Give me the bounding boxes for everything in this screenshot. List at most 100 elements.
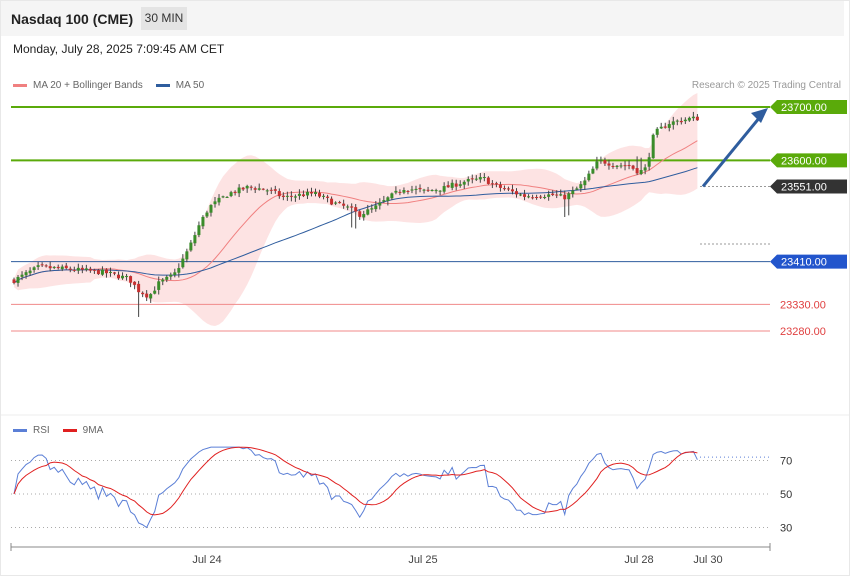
- candle-body: [366, 209, 370, 215]
- candle-body: [104, 269, 108, 274]
- candle-body: [559, 194, 563, 196]
- candle-body: [309, 191, 313, 194]
- candle-body: [535, 197, 539, 199]
- legend-swatch-9ma: [62, 429, 77, 432]
- candle-body: [185, 251, 189, 260]
- candle-body: [133, 281, 137, 285]
- candle-body: [72, 269, 76, 271]
- candle-body: [293, 196, 297, 198]
- candle-body: [615, 165, 619, 167]
- candle-body: [241, 187, 245, 190]
- candle-body: [470, 178, 474, 180]
- candle-body: [527, 196, 531, 198]
- candle-body: [671, 121, 675, 125]
- candle-body: [647, 157, 651, 167]
- candle-body: [579, 184, 583, 189]
- level-tag-2: [770, 179, 847, 194]
- candle-body: [623, 165, 627, 167]
- candle-body: [506, 188, 510, 190]
- level-tag-1: [770, 153, 847, 168]
- candle-body: [145, 293, 149, 298]
- candle-body: [426, 189, 430, 191]
- candle-body: [687, 117, 691, 121]
- candle-body: [386, 197, 390, 201]
- legend-label-ma20: MA 20 + Bollinger Bands: [33, 80, 143, 91]
- candle-body: [96, 270, 100, 275]
- level-label-3: 23410.00: [781, 257, 827, 269]
- candle-body: [153, 290, 157, 294]
- candle-body: [691, 116, 695, 119]
- chart-title: Nasdaq 100 (CME): [11, 11, 134, 27]
- candle-body: [285, 195, 289, 197]
- candle-body: [655, 128, 659, 135]
- price-legend: MA 20 + Bollinger Bands MA 50: [13, 80, 204, 91]
- candle-body: [257, 188, 261, 190]
- projection-arrow-head: [751, 108, 768, 123]
- level-label-5: 23280.00: [780, 326, 826, 338]
- candle-body: [88, 268, 92, 271]
- candle-body: [502, 188, 506, 190]
- candle-body: [446, 185, 450, 188]
- x-tick-label-3: Jul 30: [693, 554, 722, 566]
- candle-body: [314, 192, 317, 194]
- candle-body: [80, 267, 84, 270]
- candle-body: [189, 242, 193, 251]
- candle-body: [551, 193, 555, 196]
- candle-body: [627, 165, 631, 167]
- candle-body: [318, 192, 322, 197]
- candle-body: [438, 190, 442, 192]
- candle-body: [547, 194, 551, 197]
- candle-body: [571, 190, 575, 195]
- rsi-tick-label-0: 70: [780, 456, 792, 468]
- candle-body: [643, 167, 647, 171]
- candle-body: [237, 187, 241, 194]
- candle-body: [434, 190, 438, 192]
- candle-body: [265, 190, 269, 192]
- candle-body: [474, 178, 478, 180]
- candle-body: [382, 200, 386, 202]
- legend-swatch-ma20: [13, 84, 27, 87]
- candle-body: [663, 126, 667, 128]
- candle-body: [273, 189, 277, 191]
- candle-body: [32, 267, 36, 271]
- candle-body: [410, 189, 414, 191]
- candle-body: [44, 265, 48, 267]
- chart-header: Nasdaq 100 (CME) 30 MIN: [0, 0, 844, 36]
- candle-body: [555, 194, 559, 196]
- candle-body: [515, 191, 518, 195]
- candle-body: [48, 266, 52, 269]
- candle-body: [229, 192, 233, 197]
- level-label-1: 23600.00: [781, 155, 827, 167]
- candle-body: [84, 268, 88, 270]
- candle-body: [591, 168, 595, 174]
- candle-body: [233, 191, 237, 194]
- candle-body: [129, 276, 133, 283]
- legend-label-rsi: RSI: [33, 425, 50, 436]
- candle-body: [100, 269, 104, 275]
- candle-body: [418, 187, 422, 190]
- candle-body: [539, 196, 543, 198]
- candle-body: [695, 116, 699, 121]
- candle-body: [205, 212, 209, 217]
- candle-body: [217, 197, 221, 203]
- candle-body: [12, 279, 16, 283]
- level-label-0: 23700.00: [781, 102, 827, 114]
- candle-body: [454, 183, 458, 187]
- candle-body: [165, 276, 169, 280]
- timeframe-button[interactable]: 30 MIN: [141, 7, 187, 30]
- candle-body: [253, 188, 257, 190]
- candle-body: [56, 266, 60, 269]
- candle-body: [301, 194, 305, 197]
- rsi-line: [13, 446, 698, 529]
- candle-body: [635, 168, 639, 174]
- candle-body: [40, 264, 44, 266]
- candle-body: [64, 265, 68, 269]
- candle-body: [249, 186, 253, 188]
- candle-body: [494, 183, 498, 185]
- candle-body: [394, 190, 398, 193]
- candle-body: [422, 189, 426, 191]
- candle-body: [157, 281, 161, 290]
- candle-body: [108, 271, 112, 273]
- candle-body: [607, 163, 611, 166]
